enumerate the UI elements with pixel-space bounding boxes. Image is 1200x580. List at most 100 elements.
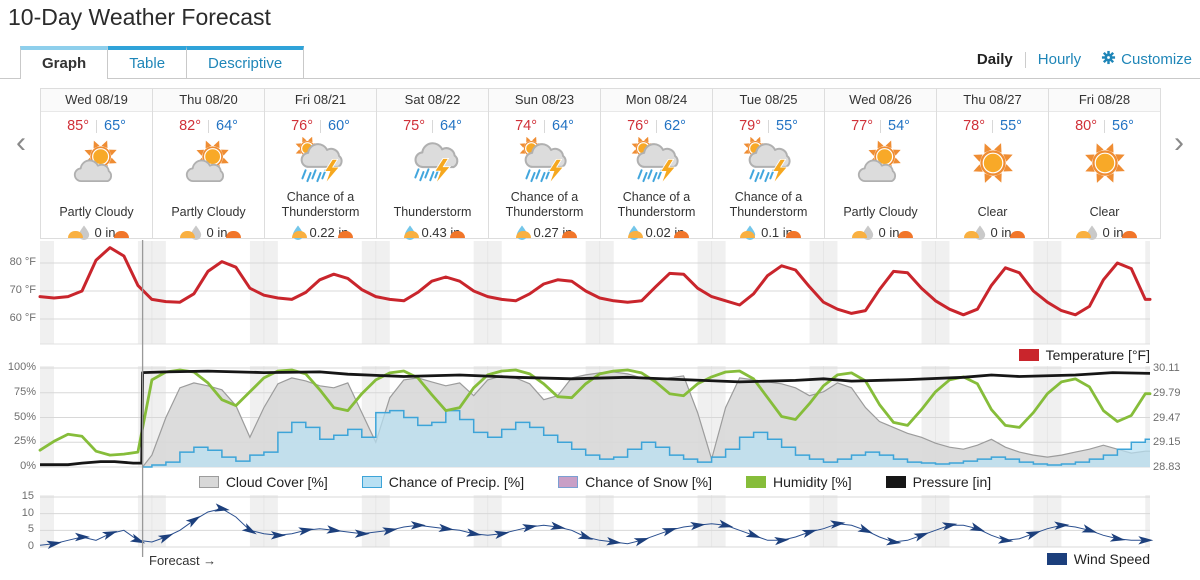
daily-toggle[interactable]: Daily [976, 51, 1013, 68]
forecast-day-card[interactable]: Sun 08/23 74° 64° Chance of a Thunderstorm 0… [489, 89, 601, 240]
temps: 85° 65° [41, 115, 152, 137]
cloud-cover-swatch [198, 476, 219, 488]
pressure-legend: Pressure [in] [885, 474, 991, 490]
condition-label: Thunderstorm [393, 205, 472, 219]
wind-arrow-icon [466, 528, 482, 537]
wind-arrow-icon [745, 528, 762, 538]
forecast-charts [38, 240, 1154, 557]
temp-divider [544, 119, 545, 133]
axis-tick-label: 10 [21, 506, 34, 519]
precip-chance-outline [142, 409, 1150, 468]
high-temp: 75° [403, 118, 425, 134]
precip-amount: 0 in [206, 224, 228, 240]
wind-arrow-icon [326, 525, 342, 534]
axis-tick-label: 5 [27, 523, 34, 536]
tab-graph[interactable]: Graph [20, 46, 109, 79]
tab-table[interactable]: Table [108, 46, 188, 78]
temps: 82° 64° [153, 115, 264, 137]
condition-label: Chance of a Thunderstorm [281, 190, 360, 219]
cloud-cover-label: Cloud Cover [%] [225, 474, 328, 490]
day-label: Sun 08/23 [489, 89, 600, 112]
axis-tick-label: 25% [13, 435, 36, 448]
day-label: Thu 08/20 [153, 89, 264, 112]
wind-legend: Wind Speed [1046, 551, 1150, 567]
wind-arrow-icon [690, 521, 706, 531]
wind-arrow-icon [185, 515, 201, 528]
wind-arrow-icon [522, 524, 538, 533]
sunrise-icon [67, 231, 83, 238]
day-label: Tue 08/25 [713, 89, 824, 112]
forecast-day-card[interactable]: Mon 08/24 76° 62° Chance of a Thunderstorm 0… [601, 89, 713, 240]
condition-label: Chance of a Thunderstorm [729, 190, 808, 219]
axis-tick-label: 75% [13, 385, 36, 398]
tstorm-icon [377, 137, 488, 189]
axis-tick-label: 0% [20, 460, 36, 472]
forecast-day-card[interactable]: Wed 08/26 77° 54° Partly Cloudy 0 in [825, 89, 937, 240]
sunrise-icon [1075, 231, 1091, 238]
temps: 76° 62° [601, 115, 712, 137]
forecast-day-card[interactable]: Wed 08/19 85° 65° Partly Cloudy 0 in [41, 89, 153, 240]
wind-arrow-icon [214, 503, 230, 512]
wind-swatch [1046, 553, 1067, 565]
prev-days-button[interactable]: ‹ [16, 126, 26, 159]
day-label: Sat 08/22 [377, 89, 488, 112]
day-label: Wed 08/26 [825, 89, 936, 112]
forecast-day-card[interactable]: Sat 08/22 75° 64° Thunderstorm 0.43 in [377, 89, 489, 240]
pressure-line [40, 369, 1151, 467]
temp-divider [432, 119, 433, 133]
temps: 75° 64° [377, 115, 488, 137]
humidity-line [38, 368, 1152, 457]
low-temp: 62° [664, 118, 686, 134]
sunset-icon [338, 231, 354, 238]
wind-arrow-icon [1025, 531, 1041, 541]
wind-arrow-icon [101, 531, 118, 541]
temp-divider [96, 119, 97, 133]
condition-label: Chance of a Thunderstorm [617, 190, 696, 219]
sunset-icon [450, 231, 466, 238]
condition-label: Clear [977, 205, 1008, 219]
wind-arrow-icon [550, 521, 566, 530]
chance-tstorm-icon [713, 137, 824, 189]
forecast-day-card[interactable]: Fri 08/28 80° 56° Clear 0 in [1049, 89, 1161, 240]
precip-amount: 0.1 in [761, 224, 793, 240]
wind-arrow-icon [438, 523, 454, 533]
low-temp: 54° [888, 118, 910, 134]
temps: 78° 55° [937, 115, 1048, 137]
wind-arrow-icon [75, 532, 90, 542]
customize-label: Customize [1121, 51, 1192, 68]
tab-descriptive[interactable]: Descriptive [187, 46, 305, 78]
low-temp: 64° [216, 118, 238, 134]
high-temp: 78° [963, 118, 985, 134]
precip-chance-swatch [361, 476, 382, 488]
clear-icon [937, 137, 1048, 189]
temp-divider [208, 119, 209, 133]
high-temp: 85° [67, 118, 89, 134]
hourly-toggle[interactable]: Hourly [1037, 51, 1082, 68]
wind-arrow-icon [1138, 536, 1154, 545]
forecast-day-card[interactable]: Thu 08/27 78° 55° Clear 0 in [937, 89, 1049, 240]
precip-amount: 0 in [94, 224, 116, 240]
day-label: Thu 08/27 [937, 89, 1048, 112]
wind-arrow-icon [1109, 533, 1126, 542]
sunset-icon [114, 231, 130, 238]
divider [1024, 51, 1026, 68]
sunset-icon [1010, 231, 1026, 238]
view-controls: Daily Hourly Customize [977, 50, 1192, 69]
sunrise-icon [851, 231, 867, 238]
axis-tick-label: 28.83 [1153, 461, 1181, 473]
wind-arrow-icon [886, 537, 902, 546]
customize-button[interactable]: Customize [1101, 50, 1192, 69]
wind-arrow-icon [774, 536, 790, 546]
temperature-legend-label: Temperature [°F] [1045, 347, 1150, 363]
forecast-day-card[interactable]: Tue 08/25 79° 55° Chance of a Thunderstorm 0… [713, 89, 825, 240]
sunset-icon [226, 231, 242, 238]
precip-amount: 0 in [878, 224, 900, 240]
axis-tick-label: 50% [13, 410, 36, 423]
forecast-day-card[interactable]: Fri 08/21 76° 60° Chance of a Thunderstorm 0… [265, 89, 377, 240]
precip-chance-area [142, 410, 1151, 467]
forecast-day-card[interactable]: Thu 08/20 82° 64° Partly Cloudy 0 in [153, 89, 265, 240]
precip-amount: 0 in [1102, 224, 1124, 240]
low-temp: 64° [552, 118, 574, 134]
temperature-swatch [1018, 349, 1039, 361]
next-days-button[interactable]: › [1174, 126, 1184, 159]
